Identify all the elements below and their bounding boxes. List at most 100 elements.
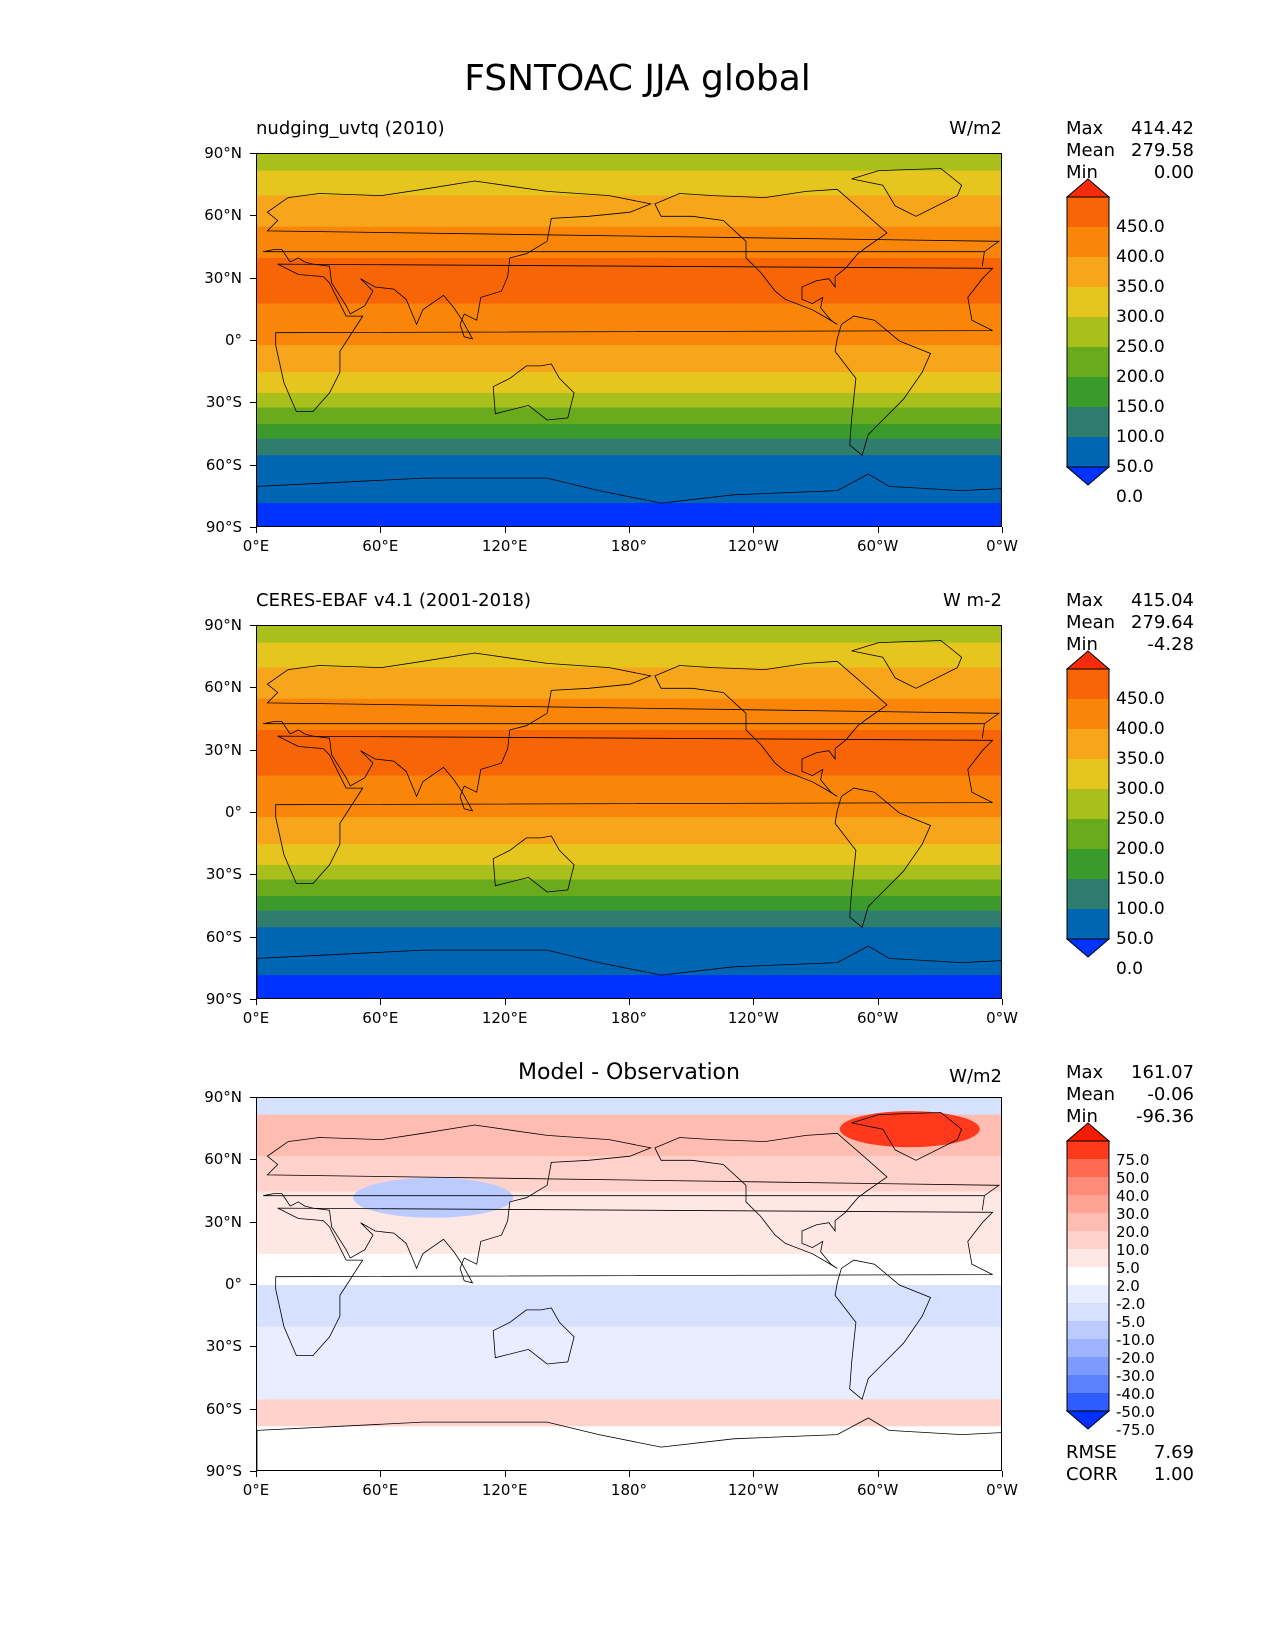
max-label: Max xyxy=(1066,118,1104,139)
panel-units: W/m2 xyxy=(949,118,1002,139)
colorbar-level xyxy=(1067,407,1109,438)
contour-band xyxy=(257,438,1001,456)
contour-band xyxy=(257,1399,1001,1427)
colorbar-level xyxy=(1067,1231,1109,1250)
lat-tick-label: 90°S xyxy=(205,990,242,1008)
max-value: 415.04 xyxy=(1131,590,1194,611)
coastline xyxy=(834,315,932,456)
contour-band xyxy=(443,257,858,300)
coastline xyxy=(275,735,994,884)
colorbar xyxy=(1066,178,1110,486)
lat-tick-label: 90°S xyxy=(205,1462,242,1480)
colorbar-level xyxy=(1067,257,1109,288)
lat-tick-mark xyxy=(250,1221,256,1223)
colorbar-tick-label: 150.0 xyxy=(1116,869,1165,889)
min-label: Min xyxy=(1066,634,1098,655)
colorbar-tick-label: -2.0 xyxy=(1116,1295,1146,1313)
lon-tick-label: 120°W xyxy=(727,537,779,555)
colorbar-level xyxy=(1067,1285,1109,1304)
lat-tick-label: 60°S xyxy=(205,927,242,946)
mean-label: Mean xyxy=(1066,1084,1116,1105)
colorbar-tick-label: 50.0 xyxy=(1116,457,1154,477)
contour-band xyxy=(257,1326,1001,1400)
colorbar-tick-label: 400.0 xyxy=(1116,247,1165,267)
panel-units: W/m2 xyxy=(949,1066,1002,1087)
lat-tick-label: 60°N xyxy=(204,1150,242,1169)
colorbar-tick-label: 40.0 xyxy=(1116,1187,1150,1205)
lon-tick-mark xyxy=(1002,527,1003,533)
contour-band xyxy=(257,170,1001,197)
corr-value: 1.00 xyxy=(1153,1464,1194,1485)
coastline xyxy=(257,945,1001,998)
colorbar-tick-label: 100.0 xyxy=(1116,427,1165,447)
contour-band xyxy=(839,1111,980,1148)
panel-units: W m-2 xyxy=(942,590,1002,611)
colorbar-outline xyxy=(1066,196,1110,468)
contour-band xyxy=(257,879,1001,897)
lat-tick-label: 90°N xyxy=(204,144,242,162)
mean-value: 279.58 xyxy=(1131,140,1194,161)
colorbar-level xyxy=(1067,1393,1109,1412)
colorbar-outline xyxy=(1066,668,1110,940)
map-field xyxy=(257,154,1001,526)
colorbar-level xyxy=(1067,849,1109,880)
min-value: 0.00 xyxy=(1153,162,1194,183)
lat-tick-mark xyxy=(250,999,256,1000)
colorbar-tick-label: -5.0 xyxy=(1116,1313,1146,1331)
contour-band xyxy=(443,729,858,772)
lat-tick-mark xyxy=(250,749,256,751)
corr-label: CORR xyxy=(1066,1464,1118,1485)
contour-band xyxy=(257,226,1001,259)
lon-tick-label: 0°E xyxy=(242,537,270,555)
contour-band xyxy=(257,1285,1001,1328)
colorbar-tick-label: 10.0 xyxy=(1116,1241,1150,1259)
colorbar-tick-label: 450.0 xyxy=(1116,689,1165,709)
panel-title: nudging_uvtq (2010) xyxy=(256,118,445,139)
mean-label: Mean xyxy=(1066,140,1116,161)
colorbar-level xyxy=(1067,1249,1109,1268)
lon-tick-mark xyxy=(629,527,630,533)
map-observation xyxy=(256,625,1002,999)
lat-tick-label: 60°N xyxy=(204,206,242,225)
panel-observation: CERES-EBAF v4.1 (2001-2018) W m-2 Max 415… xyxy=(0,472,1275,1027)
contour-band xyxy=(257,407,1001,425)
contour-band xyxy=(257,303,1001,346)
lat-tick-label: 60°N xyxy=(204,678,242,697)
colorbar-level xyxy=(1067,909,1109,940)
coastline xyxy=(492,1307,575,1365)
colorbar-level xyxy=(1067,347,1109,378)
figure-title: FSNTOAC JJA global xyxy=(464,58,811,99)
lon-tick-mark xyxy=(1002,1471,1003,1477)
coastline xyxy=(492,363,575,421)
colorbar-tick-label: 200.0 xyxy=(1116,839,1165,859)
colorbar-level xyxy=(1067,1303,1109,1322)
panel-difference: Model - Observation W/m2 Max 161.07 Mean -… xyxy=(0,944,1275,1499)
lon-tick-mark xyxy=(1002,999,1003,1005)
lon-tick-mark xyxy=(380,1471,382,1477)
metrics-box: RMSE 7.69 CORR 1.00 xyxy=(1066,1442,1194,1486)
coastline xyxy=(257,473,1001,526)
rmse-value: 7.69 xyxy=(1153,1442,1194,1463)
lat-tick-mark xyxy=(250,340,256,341)
lon-tick-mark xyxy=(256,1471,257,1477)
coastline xyxy=(851,640,963,689)
colorbar-tick-label: 200.0 xyxy=(1116,367,1165,387)
contour-band xyxy=(257,775,1001,818)
contour-band xyxy=(257,667,1001,700)
colorbar-level xyxy=(1067,1375,1109,1394)
lat-tick-mark xyxy=(250,625,256,626)
lat-tick-label: 0° xyxy=(224,331,242,349)
lat-tick-mark xyxy=(250,277,256,279)
lat-tick-label: 0° xyxy=(224,1275,242,1293)
coastline xyxy=(492,835,575,893)
lon-tick-label: 120°E xyxy=(481,1009,528,1027)
contour-band xyxy=(257,154,1001,172)
lat-tick-label: 60°S xyxy=(205,1399,242,1418)
lon-tick-label: 120°E xyxy=(481,537,528,555)
colorbar xyxy=(1066,1122,1110,1430)
colorbar-level xyxy=(1067,317,1109,348)
contour-band xyxy=(257,642,1001,669)
colorbar-tick-label: -30.0 xyxy=(1116,1367,1155,1385)
lat-tick-mark xyxy=(250,1097,256,1098)
lon-tick-mark xyxy=(380,999,382,1005)
